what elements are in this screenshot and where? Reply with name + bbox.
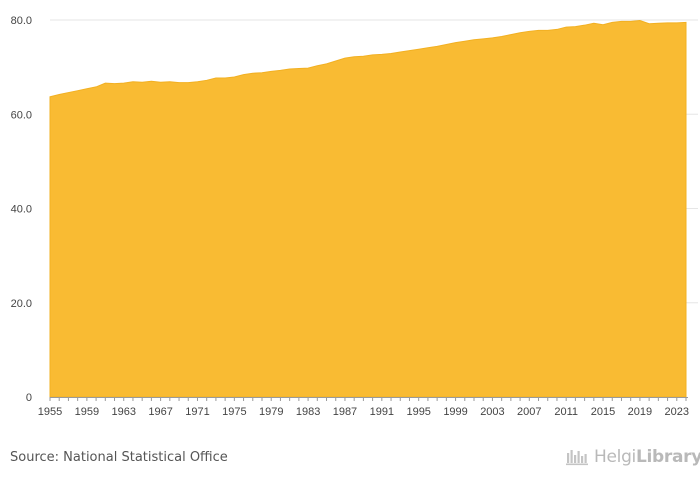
x-tick-label: 1959 <box>75 406 99 418</box>
x-tick-label: 1955 <box>38 406 62 418</box>
x-tick-label: 1987 <box>333 406 357 418</box>
x-tick-label: 2019 <box>628 406 652 418</box>
x-tick-label: 2011 <box>554 406 578 418</box>
y-tick-label: 20.0 <box>11 298 32 310</box>
x-tick-label: 2003 <box>480 406 504 418</box>
area-series <box>49 19 687 398</box>
axes: 0 20.0 40.0 60.0 80.0 1955 1959 1963 1967 1971 197… <box>11 15 689 418</box>
x-tick-label: 2015 <box>591 406 615 418</box>
x-tick-label: 1979 <box>259 406 283 418</box>
x-tick-label: 1999 <box>443 406 467 418</box>
x-tick-label: 1983 <box>296 406 320 418</box>
x-tick-label: 1967 <box>148 406 172 418</box>
x-tick-label: 2023 <box>665 406 689 418</box>
library-logo-icon <box>566 450 588 466</box>
brand-name-part1: Helgi <box>594 447 636 467</box>
y-tick-label: 80.0 <box>11 15 32 27</box>
x-tick-label: 1971 <box>185 406 209 418</box>
x-tick-label: 1963 <box>111 406 135 418</box>
source-note: Source: National Statistical Office <box>10 450 228 465</box>
y-tick-label: 60.0 <box>11 109 32 121</box>
y-tick-label: 0 <box>26 392 32 404</box>
x-tick-label: 1991 <box>370 406 394 418</box>
x-tick-label: 1995 <box>406 406 430 418</box>
helgilibrary-logo: Helgi Library. <box>566 447 700 467</box>
series-area <box>49 19 687 398</box>
y-tick-label: 40.0 <box>11 204 32 216</box>
x-tick-label: 1975 <box>222 406 246 418</box>
area-chart: 0 20.0 40.0 60.0 80.0 1955 1959 1963 1967 1971 197… <box>11 15 698 418</box>
x-tick-label: 2007 <box>517 406 541 418</box>
brand-name-part2: Library. <box>635 447 700 467</box>
